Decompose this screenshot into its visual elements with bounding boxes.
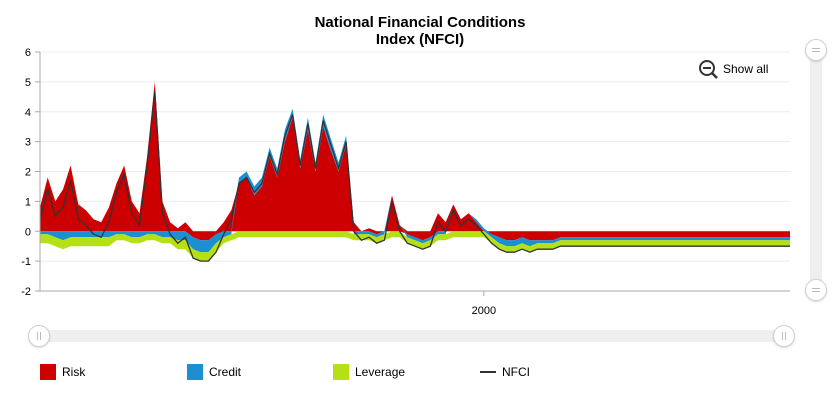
legend-label-leverage: Leverage xyxy=(355,365,406,379)
legend-item-leverage[interactable]: Leverage xyxy=(333,362,405,382)
legend-label-credit: Credit xyxy=(209,365,242,379)
zoom-out-icon xyxy=(699,60,718,79)
vertical-scroll-bottom-handle[interactable] xyxy=(805,279,827,301)
legend-item-credit[interactable]: Credit xyxy=(187,362,241,382)
legend-swatch-leverage xyxy=(333,364,349,380)
legend-item-risk[interactable]: Risk xyxy=(40,362,85,382)
series-area-risk xyxy=(40,81,790,241)
series-area-leverage xyxy=(40,231,790,262)
y-tick-label: 5 xyxy=(25,77,31,89)
show-all-button[interactable]: Show all xyxy=(698,59,768,79)
horizontal-scroll-left-handle[interactable] xyxy=(28,325,50,347)
vertical-scroll-top-handle[interactable] xyxy=(805,39,827,61)
y-tick-label: 0 xyxy=(25,226,31,238)
horizontal-scrollbar[interactable] xyxy=(38,330,788,342)
legend-label-nfci: NFCI xyxy=(502,365,530,379)
legend-swatch-risk xyxy=(40,364,56,380)
y-tick-label: 6 xyxy=(25,47,31,59)
series-line-nfci xyxy=(39,90,790,262)
series-area-credit xyxy=(40,108,790,253)
legend-label-risk: Risk xyxy=(62,365,86,379)
y-tick-label: -1 xyxy=(21,256,31,268)
vertical-scrollbar[interactable] xyxy=(810,50,822,292)
y-tick-label: 4 xyxy=(25,107,31,119)
chart-title: National Financial Conditions xyxy=(314,14,526,31)
y-tick-label: 2 xyxy=(25,167,31,179)
horizontal-scroll-right-handle[interactable] xyxy=(773,325,795,347)
legend-swatch-nfci xyxy=(480,371,496,373)
legend-swatch-credit xyxy=(187,364,203,380)
show-all-label: Show all xyxy=(723,62,769,76)
chart-title-line2: Index (NFCI) xyxy=(375,31,465,48)
y-tick-label: 3 xyxy=(25,137,31,149)
legend-item-nfci[interactable]: NFCI xyxy=(480,362,530,382)
y-tick-label: -2 xyxy=(21,286,31,298)
x-tick-label: 2000 xyxy=(472,305,496,317)
chart-legend: Risk Credit Leverage NFCI xyxy=(0,362,840,382)
y-tick-label: 1 xyxy=(25,196,31,208)
